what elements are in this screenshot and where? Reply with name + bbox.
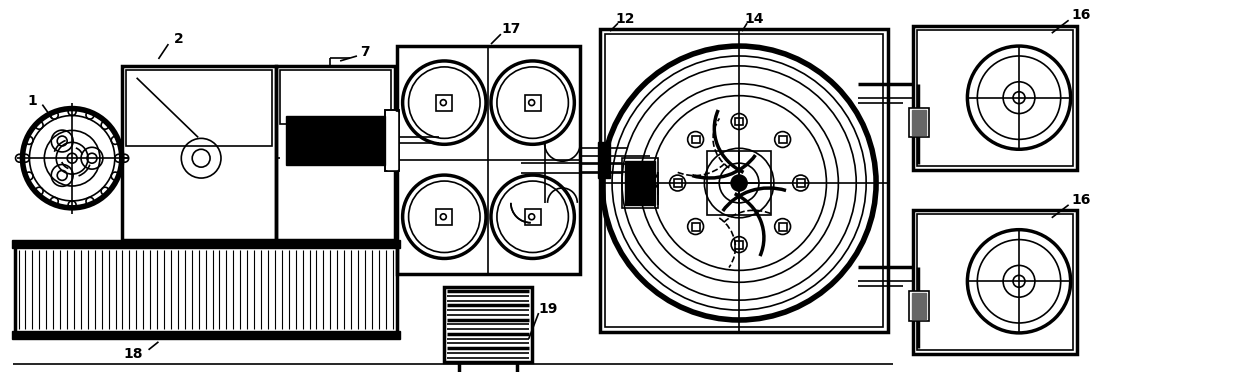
Text: 16: 16 [1071,193,1091,207]
Bar [916,30,1073,166]
Circle shape [732,175,746,191]
Bar [622,158,657,208]
Bar [125,70,272,146]
Bar [692,135,699,144]
Bar [911,293,926,319]
Bar [397,46,580,274]
Bar [625,161,655,205]
Bar [11,239,399,248]
Bar [735,241,743,248]
Text: 18: 18 [124,347,144,361]
Bar [735,117,743,125]
Bar [916,214,1073,350]
Text: 17: 17 [501,22,521,36]
Bar [673,179,682,187]
Bar [913,26,1076,170]
Bar [444,287,532,362]
Bar [275,66,394,239]
Bar [384,110,399,171]
Bar [384,110,399,171]
Bar [600,29,888,332]
Text: 1: 1 [27,94,37,108]
Bar [779,135,786,144]
Bar [525,209,541,225]
Bar [779,223,786,231]
Bar [707,151,771,215]
Bar [909,291,929,321]
Text: 2: 2 [174,32,184,46]
Bar [605,34,883,327]
Text: 19: 19 [539,302,558,316]
Bar [15,245,397,334]
Bar [913,210,1076,354]
Bar [692,223,699,231]
Text: 7: 7 [360,45,370,59]
Bar [436,95,453,110]
Bar [387,112,397,169]
Bar [122,66,275,239]
Bar [598,142,610,178]
Text: 12: 12 [615,12,635,26]
Text: 16: 16 [1071,8,1091,22]
Bar [909,107,929,137]
Bar [279,70,391,125]
Bar [911,110,926,135]
Text: 14: 14 [744,12,764,26]
Bar [436,209,453,225]
Bar [525,95,541,110]
Bar [285,116,384,165]
Bar [11,331,399,339]
Bar [796,179,805,187]
